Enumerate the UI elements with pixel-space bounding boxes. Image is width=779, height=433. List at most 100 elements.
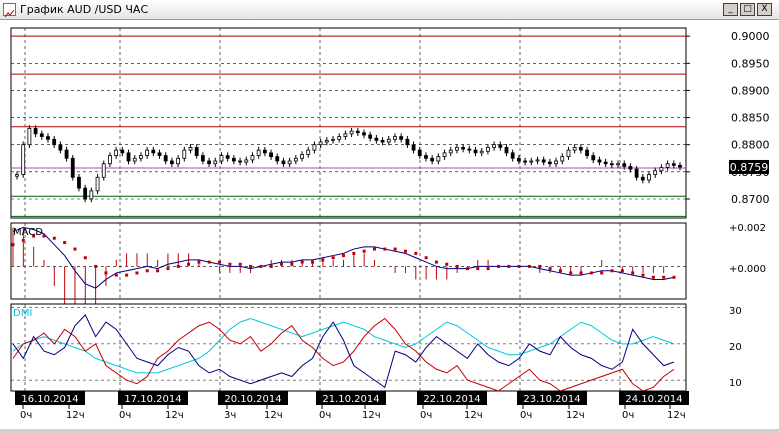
price-tick-label: 0.9000 bbox=[731, 30, 770, 43]
macd-signal-point bbox=[52, 236, 56, 240]
candle-body bbox=[269, 152, 273, 158]
candle-body bbox=[405, 138, 410, 146]
dmi-tick-10: 10 bbox=[729, 378, 742, 389]
maximize-button[interactable]: □ bbox=[740, 3, 755, 16]
price-panel[interactable] bbox=[10, 27, 687, 219]
candle-body bbox=[324, 139, 329, 143]
macd-signal-point bbox=[434, 260, 438, 264]
macd-signal-point bbox=[372, 247, 376, 251]
chart-area[interactable]: 0.90000.89500.89000.88500.88000.87500.87… bbox=[0, 20, 779, 429]
candle-body bbox=[293, 157, 298, 162]
current-price-marker: 0.8759 bbox=[729, 159, 769, 174]
candle-body bbox=[393, 136, 397, 140]
candle-body bbox=[380, 139, 385, 143]
candle-body bbox=[653, 170, 658, 175]
macd-signal-point bbox=[311, 260, 315, 264]
macd-signal-point bbox=[300, 260, 304, 264]
candle-body bbox=[386, 138, 391, 143]
candle-body bbox=[591, 155, 596, 161]
candle-body bbox=[139, 155, 143, 159]
candle-body bbox=[318, 141, 323, 146]
candle-body bbox=[331, 138, 335, 141]
chart-window-icon bbox=[3, 3, 16, 18]
candle-body bbox=[95, 176, 100, 192]
candle-body bbox=[647, 174, 651, 181]
candle-body bbox=[157, 152, 162, 156]
candle-body bbox=[132, 157, 137, 162]
close-button[interactable]: X bbox=[757, 3, 772, 16]
candle-body bbox=[628, 166, 633, 170]
macd-signal-point bbox=[187, 262, 191, 266]
candle-body bbox=[312, 144, 317, 151]
macd-signal-point bbox=[569, 271, 573, 275]
candle-body bbox=[448, 149, 453, 154]
candle-body bbox=[64, 149, 69, 159]
macd-signal-point bbox=[114, 273, 118, 277]
macd-signal-point bbox=[197, 260, 201, 264]
macd-signal-point bbox=[641, 273, 645, 277]
candle-body bbox=[560, 156, 565, 162]
candle-body bbox=[634, 168, 639, 178]
candle-body bbox=[486, 147, 490, 152]
price-tick-label: 0.8950 bbox=[731, 57, 770, 70]
macd-signal-point bbox=[331, 256, 335, 260]
candle-body bbox=[120, 149, 125, 154]
candle-body bbox=[281, 160, 286, 165]
candle-body bbox=[306, 149, 311, 155]
date-label-box bbox=[316, 391, 386, 405]
candle-body bbox=[455, 147, 459, 151]
dmi-panel[interactable] bbox=[10, 303, 687, 392]
candle-body bbox=[504, 147, 509, 154]
candle-body bbox=[46, 136, 50, 140]
macd-panel[interactable] bbox=[10, 222, 687, 300]
price-tick-label: 0.8800 bbox=[731, 139, 770, 152]
macd-signal-point bbox=[218, 260, 222, 264]
dmi-tick-20: 20 bbox=[729, 342, 742, 353]
candle-body bbox=[126, 152, 131, 162]
dmi-tick-30: 30 bbox=[729, 306, 742, 317]
candle-body bbox=[640, 176, 645, 181]
candle-body bbox=[417, 149, 422, 156]
date-label-box bbox=[619, 391, 689, 405]
candle-body bbox=[262, 149, 267, 154]
candle-body bbox=[176, 157, 181, 165]
chart-canvas[interactable]: 0.90000.89500.89000.88500.88000.87500.87… bbox=[0, 20, 779, 429]
candle-body bbox=[207, 160, 211, 165]
macd-signal-point bbox=[672, 275, 676, 279]
candle-body bbox=[58, 144, 63, 151]
candle-body bbox=[219, 155, 224, 162]
candle-body bbox=[671, 163, 676, 166]
adx-line bbox=[12, 317, 675, 374]
macd-signal-point bbox=[352, 251, 356, 255]
price-tick-label: 0.8700 bbox=[731, 193, 770, 206]
candle-body bbox=[442, 152, 447, 158]
hour-label: 0ч bbox=[622, 410, 634, 421]
candle-body bbox=[70, 157, 75, 178]
macd-signal-point bbox=[662, 275, 666, 279]
macd-signal-point bbox=[517, 264, 521, 268]
candle-body bbox=[182, 149, 187, 159]
candle-body bbox=[467, 148, 472, 151]
date-label-box bbox=[417, 391, 487, 405]
date-label-box bbox=[218, 391, 288, 405]
macd-signal-point bbox=[507, 264, 511, 268]
minimize-button[interactable]: _ bbox=[723, 3, 738, 16]
candle-body bbox=[33, 128, 38, 135]
macd-signal-point bbox=[362, 249, 366, 253]
macd-signal-point bbox=[249, 264, 253, 268]
candle-body bbox=[27, 128, 32, 146]
date-label-box bbox=[118, 391, 188, 405]
current-price-label: 0.8759 bbox=[730, 161, 769, 174]
candle-body bbox=[101, 163, 106, 178]
candle-body bbox=[566, 149, 571, 158]
candle-body bbox=[349, 130, 354, 135]
price-tick-label: 0.8850 bbox=[731, 112, 770, 125]
candle-body bbox=[21, 144, 26, 175]
hour-label: 0ч bbox=[520, 410, 532, 421]
macd-signal-point bbox=[238, 262, 242, 266]
candle-body bbox=[108, 155, 112, 165]
candle-body bbox=[436, 156, 441, 162]
candle-body bbox=[516, 157, 521, 162]
hour-label: 12ч bbox=[566, 410, 585, 421]
candle-body bbox=[244, 159, 249, 163]
